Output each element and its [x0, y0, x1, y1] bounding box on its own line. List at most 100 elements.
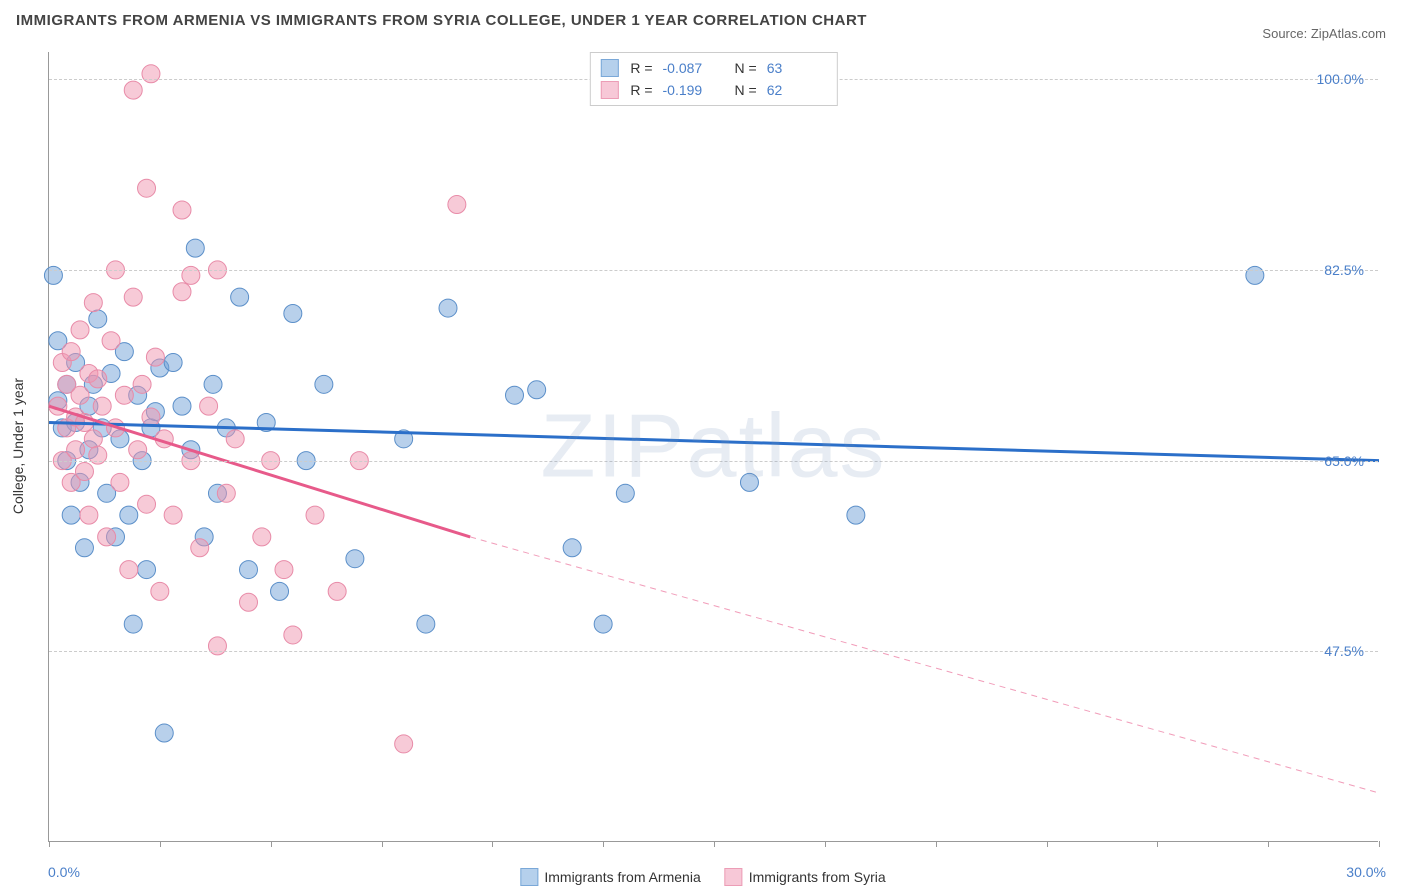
scatter-point: [146, 348, 164, 366]
scatter-point: [138, 561, 156, 579]
scatter-point: [191, 539, 209, 557]
scatter-point: [271, 582, 289, 600]
scatter-point: [186, 239, 204, 257]
series-legend: Immigrants from Armenia Immigrants from S…: [520, 868, 885, 886]
x-tick: [492, 841, 493, 847]
y-axis-label: College, Under 1 year: [10, 378, 26, 514]
scatter-point: [563, 539, 581, 557]
scatter-point: [111, 473, 129, 491]
source-label: Source:: [1262, 26, 1307, 41]
scatter-point: [102, 332, 120, 350]
n-value: 63: [767, 60, 827, 76]
scatter-point: [226, 430, 244, 448]
x-max-label: 30.0%: [1346, 864, 1386, 880]
y-tick-label: 82.5%: [1324, 262, 1364, 278]
n-label: N =: [735, 60, 757, 76]
scatter-point: [847, 506, 865, 524]
x-tick: [936, 841, 937, 847]
scatter-point: [124, 81, 142, 99]
scatter-point: [346, 550, 364, 568]
scatter-point: [740, 473, 758, 491]
scatter-point: [315, 375, 333, 393]
gridline: [49, 461, 1378, 462]
legend-swatch: [600, 81, 618, 99]
scatter-point: [89, 370, 107, 388]
scatter-point: [395, 735, 413, 753]
scatter-point: [217, 484, 235, 502]
scatter-point: [275, 561, 293, 579]
scatter-point: [120, 506, 138, 524]
scatter-point: [240, 593, 258, 611]
scatter-point: [62, 343, 80, 361]
scatter-point: [284, 305, 302, 323]
scatter-point: [98, 528, 116, 546]
scatter-point: [124, 615, 142, 633]
x-min-label: 0.0%: [48, 864, 80, 880]
scatter-point: [328, 582, 346, 600]
scatter-point: [173, 201, 191, 219]
scatter-point: [204, 375, 222, 393]
y-tick-label: 65.0%: [1324, 453, 1364, 469]
scatter-point: [439, 299, 457, 317]
scatter-point: [594, 615, 612, 633]
x-tick: [825, 841, 826, 847]
r-value: -0.087: [663, 60, 723, 76]
r-label: R =: [630, 82, 652, 98]
chart-title: IMMIGRANTS FROM ARMENIA VS IMMIGRANTS FR…: [16, 12, 867, 29]
scatter-point: [448, 196, 466, 214]
legend-swatch: [600, 59, 618, 77]
x-tick: [49, 841, 50, 847]
series-legend-label: Immigrants from Syria: [749, 869, 886, 885]
scatter-point: [138, 495, 156, 513]
scatter-point: [120, 561, 138, 579]
scatter-point: [417, 615, 435, 633]
n-value: 62: [767, 82, 827, 98]
x-tick: [714, 841, 715, 847]
scatter-point: [62, 506, 80, 524]
trend-line-syria-dashed: [470, 537, 1379, 793]
x-tick: [1157, 841, 1158, 847]
scatter-point: [164, 506, 182, 524]
legend-swatch: [725, 868, 743, 886]
scatter-point: [164, 354, 182, 372]
series-legend-item: Immigrants from Armenia: [520, 868, 700, 886]
trend-line-armenia: [49, 422, 1379, 460]
scatter-plot-svg: [49, 52, 1378, 841]
x-tick: [1379, 841, 1380, 847]
scatter-point: [240, 561, 258, 579]
correlation-legend-row: R = -0.087 N = 63: [600, 57, 826, 79]
chart-plot-area: ZIPatlas R =-0.087N =63R =-0.199N =62 47…: [48, 52, 1378, 842]
scatter-point: [84, 294, 102, 312]
x-tick: [603, 841, 604, 847]
legend-swatch: [520, 868, 538, 886]
x-tick: [1047, 841, 1048, 847]
n-label: N =: [735, 82, 757, 98]
scatter-point: [133, 375, 151, 393]
scatter-point: [71, 386, 89, 404]
correlation-legend: R = -0.087 N = 63 R = -0.199 N = 62: [589, 52, 837, 106]
scatter-point: [173, 283, 191, 301]
x-tick: [382, 841, 383, 847]
scatter-point: [138, 179, 156, 197]
scatter-point: [155, 724, 173, 742]
scatter-point: [528, 381, 546, 399]
correlation-legend-row: R = -0.199 N = 62: [600, 79, 826, 101]
scatter-point: [142, 408, 160, 426]
scatter-point: [173, 397, 191, 415]
r-label: R =: [630, 60, 652, 76]
scatter-point: [616, 484, 634, 502]
scatter-point: [151, 582, 169, 600]
x-tick: [160, 841, 161, 847]
r-value: -0.199: [663, 82, 723, 98]
scatter-point: [75, 463, 93, 481]
source-attribution: Source: ZipAtlas.com: [1262, 26, 1386, 41]
series-legend-item: Immigrants from Syria: [725, 868, 886, 886]
series-legend-label: Immigrants from Armenia: [544, 869, 700, 885]
x-tick: [271, 841, 272, 847]
scatter-point: [306, 506, 324, 524]
scatter-point: [93, 397, 111, 415]
scatter-point: [253, 528, 271, 546]
scatter-point: [284, 626, 302, 644]
scatter-point: [89, 310, 107, 328]
source-value: ZipAtlas.com: [1311, 26, 1386, 41]
